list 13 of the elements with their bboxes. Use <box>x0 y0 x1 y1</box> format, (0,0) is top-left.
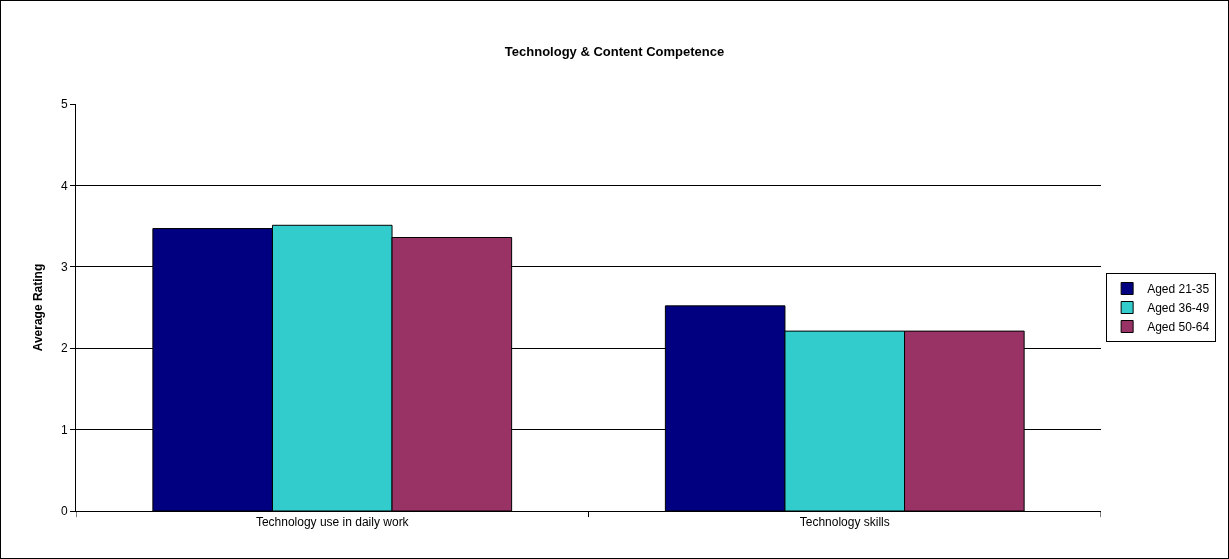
x-tick-label: Technology skills <box>799 515 890 530</box>
y-tick-label: 3 <box>60 260 68 274</box>
y-tick-label: 4 <box>60 178 68 193</box>
legend-label: Aged 36-49 <box>1147 301 1210 316</box>
y-tick-label: 2 <box>60 341 68 356</box>
legend-label: Aged 50-64 <box>1147 320 1210 335</box>
y-tick-label: 0 <box>60 504 68 519</box>
x-tick-label: Technology use in daily work <box>255 515 410 530</box>
y-tick-label: 1 <box>60 422 68 437</box>
y-axis-title: Average Rating <box>31 263 45 352</box>
y-tick-label: 5 <box>60 97 68 112</box>
chart-title: Technology & Content Competence <box>504 43 725 59</box>
legend-label: Aged 21-35 <box>1147 282 1210 297</box>
